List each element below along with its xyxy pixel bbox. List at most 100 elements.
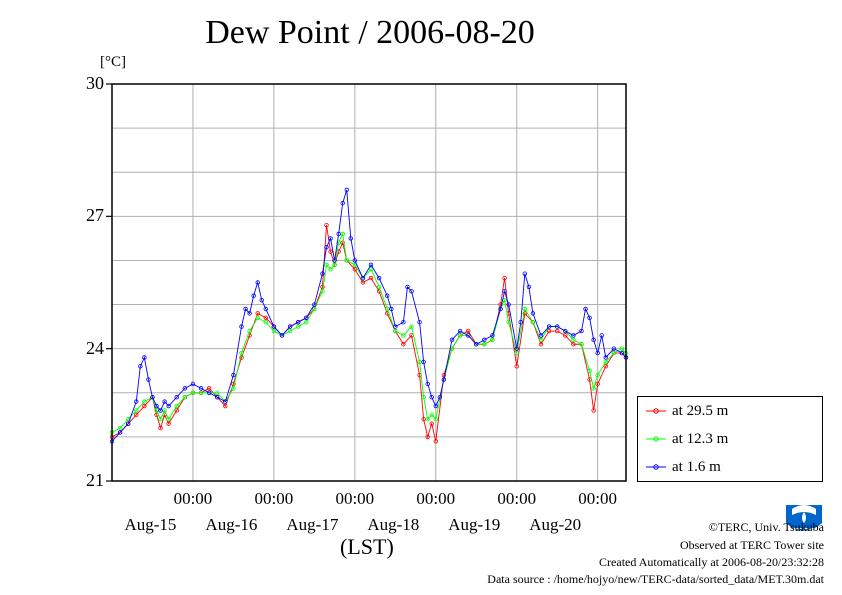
data-point <box>332 262 337 268</box>
data-point <box>239 350 244 356</box>
data-point <box>360 275 366 281</box>
legend-label: at 1.6 m <box>672 458 721 475</box>
data-point <box>340 231 345 237</box>
data-point <box>417 320 422 325</box>
data-point <box>295 320 301 325</box>
data-point <box>368 267 374 272</box>
data-point <box>530 320 536 325</box>
x-tick-time-label: 00:00 <box>416 489 456 508</box>
data-point <box>465 328 471 334</box>
data-point <box>255 280 260 285</box>
x-tick-date-label: Aug-15 <box>124 515 177 534</box>
data-point <box>328 267 333 272</box>
data-point <box>490 333 495 338</box>
data-point <box>352 258 358 263</box>
x-tick-time-label: 00:00 <box>578 489 618 508</box>
legend-marker-icon <box>646 464 666 470</box>
data-point <box>206 386 212 391</box>
data-point <box>279 333 285 338</box>
data-point <box>603 355 608 360</box>
data-point <box>457 328 463 334</box>
data-point <box>429 394 434 400</box>
series-line-1 <box>111 232 627 433</box>
data-point <box>174 394 179 400</box>
x-tick-date-label: Aug-20 <box>529 515 582 534</box>
data-point <box>611 350 617 356</box>
data-point <box>546 324 552 329</box>
data-point <box>352 267 358 272</box>
data-point <box>320 289 325 294</box>
legend-item-12-3m: at 12.3 m <box>646 429 728 449</box>
data-point <box>546 328 552 334</box>
data-point <box>518 320 523 325</box>
data-point <box>255 315 260 320</box>
credit-source: Data source : /home/hojyo/new/TERC-data/… <box>487 572 824 586</box>
data-point <box>619 350 625 356</box>
data-point <box>158 425 163 431</box>
logo-text: TERC <box>793 527 815 536</box>
data-point <box>530 311 536 316</box>
data-point <box>328 236 333 241</box>
data-point <box>474 342 479 347</box>
data-point <box>324 222 329 228</box>
data-point <box>522 271 528 276</box>
data-point <box>587 368 592 373</box>
data-point <box>304 315 309 320</box>
data-point <box>154 403 159 409</box>
data-point <box>441 377 447 382</box>
data-point <box>117 425 123 431</box>
data-point <box>134 399 139 404</box>
data-point <box>344 258 349 263</box>
data-point <box>255 311 260 316</box>
data-point <box>271 328 277 334</box>
data-point <box>579 328 584 334</box>
data-point <box>433 403 438 409</box>
legend-marker-icon <box>646 436 666 442</box>
data-point <box>376 275 382 281</box>
data-point <box>304 320 309 325</box>
credit-site: Observed at TERC Tower site <box>679 538 824 552</box>
data-point <box>247 328 252 334</box>
data-point <box>482 342 487 347</box>
data-point <box>437 394 443 400</box>
data-point <box>166 403 171 409</box>
data-point <box>571 342 576 347</box>
data-point <box>287 328 293 334</box>
data-point <box>142 355 147 360</box>
x-axis-label: (LST) <box>340 534 394 559</box>
data-point <box>538 342 544 347</box>
data-point <box>449 337 455 343</box>
data-point <box>579 342 584 347</box>
legend-label: at 29.5 m <box>672 402 729 419</box>
data-point <box>223 399 228 404</box>
data-point <box>174 403 179 409</box>
data-point <box>215 394 220 400</box>
data-point <box>312 306 317 312</box>
data-point <box>271 324 277 329</box>
data-point <box>389 306 394 312</box>
data-point <box>198 390 204 395</box>
data-point <box>591 337 596 343</box>
data-point <box>340 200 345 206</box>
x-tick-time-label: 00:00 <box>497 489 537 508</box>
data-point <box>425 434 430 440</box>
data-point <box>368 275 374 281</box>
data-point <box>150 394 155 400</box>
data-point <box>243 306 248 312</box>
data-point <box>239 324 244 329</box>
data-point <box>166 417 171 422</box>
data-point <box>239 355 244 360</box>
data-point <box>134 412 139 418</box>
data-point <box>611 346 617 351</box>
data-point <box>190 381 196 387</box>
data-point <box>405 284 410 290</box>
y-tick-label: 21 <box>86 470 104 490</box>
y-tick-label: 30 <box>86 73 104 93</box>
data-point <box>142 399 147 404</box>
data-point <box>231 372 236 378</box>
data-point <box>328 249 333 254</box>
data-point <box>154 408 159 413</box>
data-point <box>429 421 434 426</box>
data-point <box>587 315 592 320</box>
